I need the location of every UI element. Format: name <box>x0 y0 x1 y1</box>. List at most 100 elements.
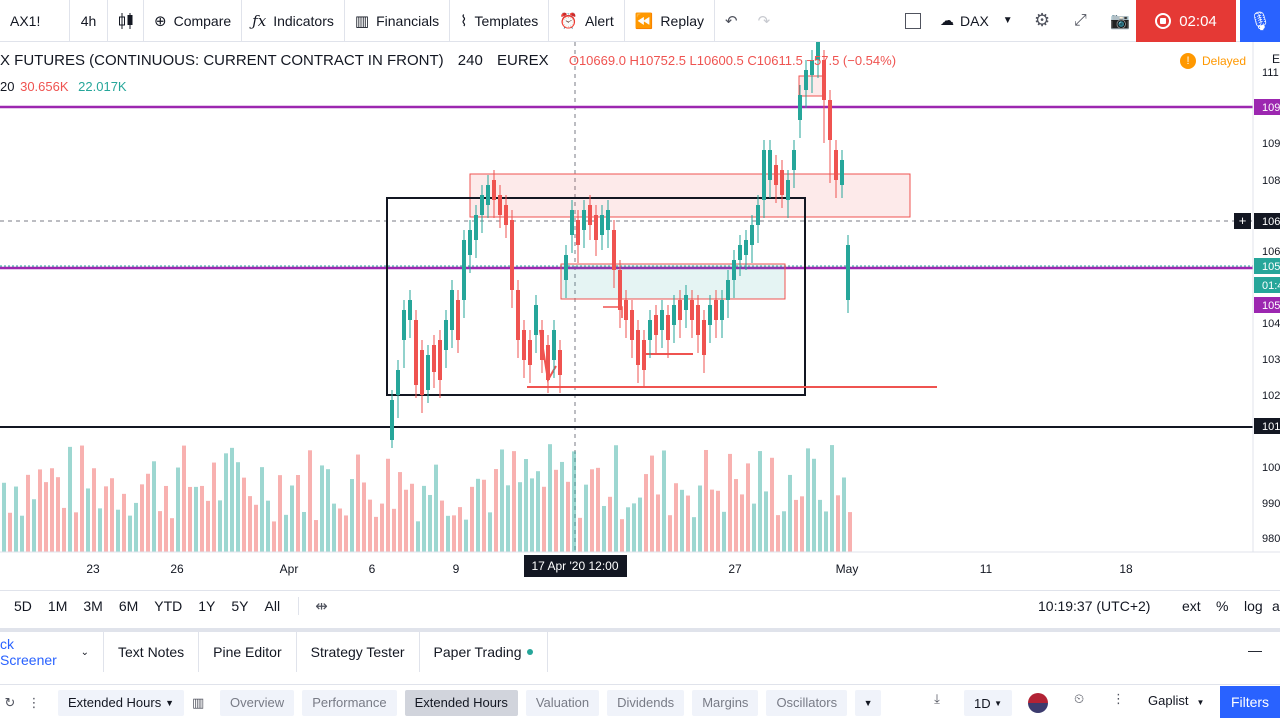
compare-button[interactable]: ⊕ Compare <box>144 0 243 42</box>
screener-chip[interactable]: Margins <box>692 689 759 716</box>
price-axis[interactable]: 111 109 108 106 104 103 102 100 990 980 <box>1262 67 1280 545</box>
auto-refresh-button[interactable]: ⏲ <box>1074 691 1084 707</box>
templates-button[interactable]: ⌇ Templates <box>450 0 550 42</box>
fullscreen-button[interactable]: ⤢ <box>1064 0 1097 42</box>
goto-date-button[interactable]: ⇹ <box>315 597 328 615</box>
tab-strategy-tester[interactable]: Strategy Tester <box>297 632 420 672</box>
range-button[interactable]: 6M <box>118 597 139 614</box>
volume-bar <box>536 471 540 552</box>
symbol-search[interactable]: AX1! <box>0 0 70 42</box>
screener-interval-select[interactable]: 1D ▼ <box>964 690 1012 716</box>
volume-bar <box>830 445 834 552</box>
tab-pine-editor[interactable]: Pine Editor <box>199 632 297 672</box>
screener-chip[interactable]: Valuation <box>525 689 600 716</box>
price-tick-label: 102 <box>1262 390 1280 402</box>
range-buttons: 5D 1M 3M 6M YTD 1Y 5Y All <box>0 598 288 614</box>
record-button[interactable]: 02:04 <box>1136 0 1236 42</box>
alarm-clock-icon: ⏰ <box>559 12 578 30</box>
microphone-button[interactable]: 🎙 <box>1240 0 1280 42</box>
volume-bar <box>128 515 132 552</box>
more-menu-button[interactable]: ⋮ <box>20 695 48 711</box>
candle-body <box>750 225 754 245</box>
settings-button[interactable]: ⚙ <box>1024 0 1060 42</box>
price-tag: 105 <box>1254 258 1280 274</box>
price-chart[interactable]: 23 26 Apr 6 9 27 May 11 18 111 109 108 106 104 103 102… <box>0 42 1280 590</box>
volume-bar <box>608 496 612 552</box>
time-tick-label: 11 <box>980 562 993 576</box>
candle-body <box>588 205 592 225</box>
percent-scale-toggle[interactable]: % <box>1216 598 1229 614</box>
volume-bar <box>632 503 636 552</box>
filters-button[interactable]: Filters <box>1220 686 1280 718</box>
bar-style-button[interactable] <box>108 0 144 42</box>
delayed-badge[interactable]: ! Delayed <box>1180 53 1246 69</box>
auto-scale-toggle[interactable]: a <box>1272 598 1280 614</box>
volume-bar <box>140 484 144 552</box>
chart-legend-volume[interactable]: 20 30.656K 22.017K <box>0 79 127 94</box>
legend-ohlc: O10669.0 H10752.5 L10600.5 C10611.5 −57.… <box>568 53 897 68</box>
undo-button[interactable]: ↶ <box>715 0 748 42</box>
candle-body <box>690 300 694 320</box>
range-button[interactable]: All <box>264 597 281 614</box>
range-button[interactable]: 3M <box>83 597 103 614</box>
column-set-select[interactable]: Extended Hours ▼ <box>58 689 184 716</box>
log-scale-toggle[interactable]: log <box>1244 598 1263 614</box>
volume-bar <box>470 486 474 552</box>
time-axis[interactable]: 23 26 Apr 6 9 27 May 11 18 <box>86 562 1133 576</box>
volume-bar <box>614 445 618 552</box>
layout-button[interactable] <box>895 0 931 42</box>
tab-paper-trading[interactable]: Paper Trading <box>420 632 549 672</box>
volume-bar <box>734 479 738 552</box>
volume-bar <box>602 505 606 552</box>
range-button[interactable]: 1M <box>47 597 68 614</box>
tab-text-notes[interactable]: Text Notes <box>104 632 200 672</box>
export-button[interactable]: ⤓ <box>926 691 948 707</box>
range-button[interactable]: 5D <box>14 597 32 614</box>
chart-pane[interactable]: 23 26 Apr 6 9 27 May 11 18 111 109 108 106 104 103 102… <box>0 42 1280 590</box>
volume-bar <box>320 465 324 552</box>
us-flag-icon[interactable] <box>1028 693 1048 713</box>
demand-zone-rectangle[interactable] <box>560 263 786 300</box>
tab-stock-screener[interactable]: ck Screener ⌄ <box>0 632 104 672</box>
undo-icon: ↶ <box>725 12 738 30</box>
screener-chip[interactable]: Extended Hours <box>404 689 518 716</box>
replay-button[interactable]: ⏪ Replay <box>625 0 716 42</box>
volume-bar <box>146 473 150 552</box>
screener-chip[interactable]: Overview <box>220 689 295 716</box>
extended-hours-toggle[interactable]: ext <box>1182 598 1201 614</box>
range-button[interactable]: 5Y <box>231 597 249 614</box>
indicators-button[interactable]: ƒx Indicators <box>242 0 345 42</box>
volume-bar <box>74 512 78 552</box>
volume-bar <box>716 490 720 552</box>
candle-body <box>408 300 412 320</box>
layout-name-button[interactable]: ☁ DAX ▼ <box>940 12 1013 29</box>
volume-bar <box>374 516 378 552</box>
snapshot-button[interactable]: 📷 <box>1100 0 1140 42</box>
candle-body <box>714 300 718 320</box>
volume-bar <box>800 496 804 552</box>
column-layout-button[interactable]: ▥ <box>192 695 210 711</box>
range-box-rectangle[interactable] <box>386 197 806 396</box>
screener-more-button[interactable]: ⋮ <box>1112 691 1125 707</box>
supply-zone-rectangle[interactable] <box>469 173 911 218</box>
chart-legend-main[interactable]: X FUTURES (CONTINUOUS: CURRENT CONTRACT … <box>0 52 896 69</box>
screener-chip[interactable]: Dividends <box>607 689 685 716</box>
financials-button[interactable]: ▥ Financials <box>345 0 451 42</box>
add-alert-plus-button[interactable] <box>1234 213 1251 229</box>
volume-bar <box>758 451 762 552</box>
volume-bar <box>158 511 162 552</box>
minimize-panel-button[interactable]: — <box>1248 642 1262 658</box>
timezone-clock[interactable]: 10:19:37 (UTC+2) <box>1038 598 1151 614</box>
redo-button[interactable]: ↷ <box>748 0 781 42</box>
interval-button[interactable]: 4h <box>70 0 108 42</box>
range-button[interactable]: YTD <box>154 597 183 614</box>
refresh-button[interactable]: ↻ <box>0 695 20 711</box>
volume-bar <box>254 504 258 552</box>
range-button[interactable]: 1Y <box>198 597 216 614</box>
screener-chip[interactable]: Oscillators <box>766 689 848 716</box>
screener-chip[interactable]: Performance <box>302 689 397 716</box>
volume-bar <box>650 455 654 552</box>
screen-list-select[interactable]: Gaplist ▼ <box>1148 693 1205 708</box>
alert-button[interactable]: ⏰ Alert <box>549 0 625 42</box>
more-chips-button[interactable]: ▼ <box>855 689 882 716</box>
